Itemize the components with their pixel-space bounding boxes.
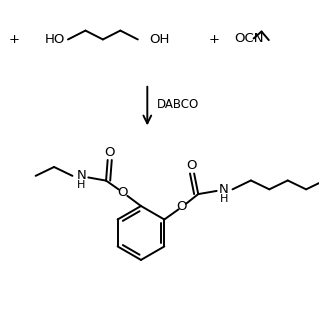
Text: O: O	[177, 200, 187, 213]
Text: O: O	[105, 146, 115, 159]
Text: N: N	[76, 169, 86, 182]
Text: +: +	[9, 33, 20, 46]
Text: HO: HO	[45, 33, 66, 46]
Text: O: O	[118, 186, 128, 199]
Text: DABCO: DABCO	[157, 98, 199, 111]
Text: N: N	[219, 183, 228, 196]
Text: OCN: OCN	[235, 32, 264, 45]
Text: O: O	[187, 159, 197, 172]
Text: +: +	[208, 33, 220, 46]
Text: OH: OH	[149, 33, 169, 46]
Text: H: H	[220, 194, 228, 204]
Text: H: H	[77, 180, 85, 190]
